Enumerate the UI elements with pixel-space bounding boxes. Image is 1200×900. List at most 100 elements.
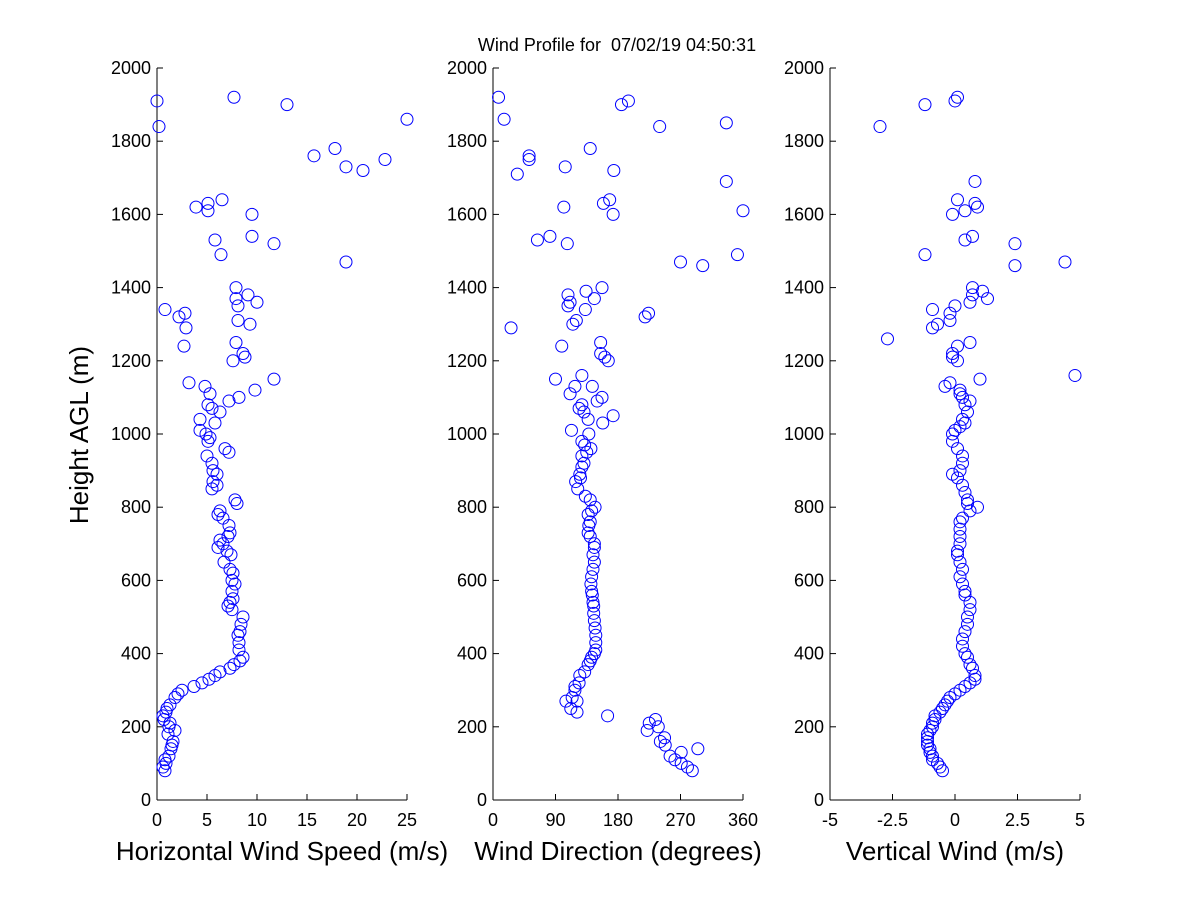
- data-point: [642, 306, 656, 320]
- data-point: [973, 372, 987, 386]
- data-point: [587, 606, 601, 620]
- data-point: [587, 537, 601, 551]
- data-point: [238, 350, 252, 364]
- data-point: [589, 628, 603, 642]
- data-point: [585, 379, 599, 393]
- y-tick-label: 1000: [111, 424, 151, 444]
- data-point: [522, 149, 536, 163]
- data-point: [951, 354, 964, 368]
- data-point: [730, 248, 744, 262]
- data-point: [943, 306, 957, 320]
- data-point: [719, 116, 733, 130]
- data-point: [951, 548, 964, 562]
- data-point: [943, 691, 957, 705]
- data-point: [222, 445, 236, 459]
- data-point: [921, 738, 934, 752]
- data-point: [208, 416, 222, 430]
- data-point: [208, 233, 222, 247]
- data-point: [956, 632, 969, 646]
- x-tick-label: 2.5: [1005, 810, 1030, 830]
- data-point: [596, 196, 610, 210]
- data-point: [223, 526, 237, 540]
- x-tick-label: 5: [1075, 810, 1085, 830]
- data-point: [953, 464, 967, 478]
- data-point: [150, 94, 164, 108]
- data-point: [568, 683, 582, 697]
- y-tick-label: 200: [794, 717, 824, 737]
- data-point: [587, 292, 601, 306]
- data-point: [946, 427, 959, 441]
- data-point: [719, 174, 733, 188]
- data-point: [205, 456, 219, 470]
- data-point: [158, 764, 172, 778]
- data-point: [559, 694, 573, 708]
- data-point: [606, 409, 620, 423]
- data-point: [572, 676, 586, 690]
- data-point: [206, 464, 220, 478]
- data-point: [201, 204, 215, 218]
- data-point: [1058, 255, 1072, 269]
- data-point: [232, 636, 246, 650]
- data-point: [981, 292, 994, 306]
- data-point: [218, 442, 232, 456]
- data-point: [193, 412, 207, 426]
- data-point: [175, 683, 189, 697]
- data-point: [564, 702, 578, 715]
- data-point: [603, 193, 617, 207]
- x-tick-label: 15: [297, 810, 317, 830]
- data-point: [963, 658, 977, 672]
- data-point: [596, 416, 610, 430]
- data-point: [573, 669, 587, 683]
- data-point: [640, 723, 654, 737]
- data-point: [225, 573, 239, 587]
- x-tick-label: 90: [545, 810, 565, 830]
- y-tick-label: 1600: [111, 204, 151, 224]
- data-point: [951, 442, 964, 456]
- data-point: [572, 401, 586, 415]
- data-point: [649, 712, 662, 726]
- data-point: [229, 292, 243, 306]
- data-point: [504, 321, 518, 335]
- data-point: [578, 489, 592, 503]
- data-point: [236, 346, 250, 360]
- data-point: [953, 555, 967, 569]
- data-point: [563, 295, 577, 309]
- data-point: [225, 603, 239, 617]
- data-point: [250, 295, 264, 309]
- panel-2: 0 200 400 600 800 1000 1200 1400 1600 1800 2000 0 90…: [447, 58, 762, 866]
- data-point: [564, 423, 578, 437]
- data-point: [231, 299, 245, 313]
- data-point: [953, 529, 967, 543]
- data-point: [958, 625, 972, 639]
- data-point: [583, 493, 597, 507]
- data-point: [339, 160, 353, 174]
- data-point: [159, 756, 173, 770]
- shared-y-axis-label: Height AGL (m): [64, 346, 94, 524]
- x-tick-label: 270: [665, 810, 695, 830]
- data-point: [587, 647, 601, 661]
- data-point: [1008, 237, 1022, 251]
- data-point: [653, 120, 667, 134]
- data-point: [236, 650, 250, 664]
- data-point: [953, 522, 967, 536]
- y-tick-label: 1600: [447, 204, 487, 224]
- panel-2-x-axis-label: Wind Direction (degrees): [474, 836, 762, 866]
- data-point: [956, 562, 969, 576]
- data-point: [595, 390, 609, 404]
- data-point: [226, 566, 240, 580]
- data-point: [225, 584, 239, 598]
- x-tick-label: 0: [152, 810, 162, 830]
- data-point: [968, 669, 982, 683]
- x-tick-label: 25: [397, 810, 417, 830]
- data-point: [918, 248, 932, 262]
- panel-1: 0 200 400 600 800 1000 1200 1400 1600 1800 2000 0 5 1…: [111, 58, 448, 866]
- y-tick-label: 200: [121, 717, 151, 737]
- y-tick-label: 1000: [447, 424, 487, 444]
- data-point: [233, 625, 247, 639]
- data-point: [594, 336, 608, 349]
- data-point: [584, 577, 598, 591]
- data-point: [926, 749, 939, 763]
- data-point: [400, 112, 414, 126]
- data-point: [223, 661, 237, 675]
